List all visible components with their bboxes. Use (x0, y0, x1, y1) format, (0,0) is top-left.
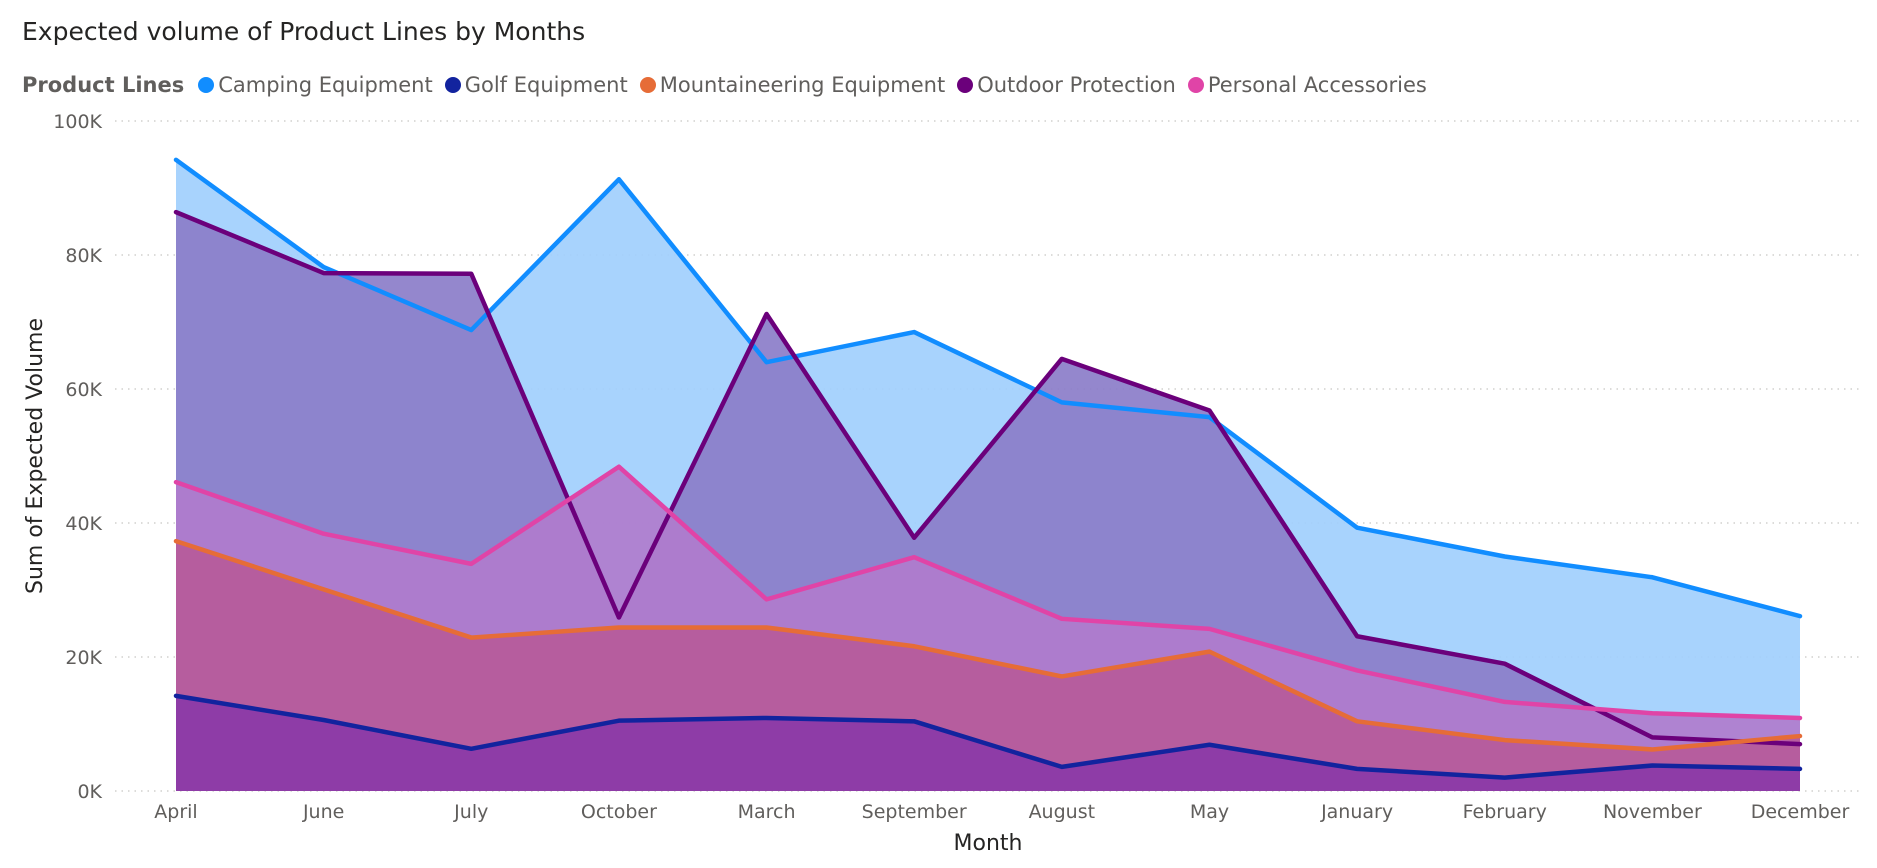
y-tick-label: 40K (65, 513, 102, 535)
series-line-camping-equipment (173, 157, 1803, 619)
x-tick-label: July (453, 801, 488, 823)
legend-item-golf-equipment[interactable]: Golf Equipment (444, 73, 628, 97)
x-tick-label: September (862, 801, 967, 823)
x-axis-title: Month (954, 831, 1023, 856)
legend-label-camping-equipment: Camping Equipment (218, 73, 433, 97)
x-tick-label: October (581, 801, 657, 823)
legend-label-outdoor-protection: Outdoor Protection (977, 73, 1176, 97)
legend: Product Lines Camping Equipment Golf Equ… (22, 70, 1439, 100)
legend-marker-mountaineering-equipment (639, 77, 656, 93)
series-line-personal-accessories (173, 464, 1803, 721)
series-line-golf-equipment (173, 693, 1803, 780)
legend-item-personal-accessories[interactable]: Personal Accessories (1187, 73, 1427, 97)
legend-item-outdoor-protection[interactable]: Outdoor Protection (957, 73, 1176, 97)
x-tick-label: January (1320, 801, 1393, 823)
series-line-outdoor-protection (173, 209, 1803, 747)
area-golf-equipment (176, 695, 1800, 791)
legend-item-mountaineering-equipment[interactable]: Mountaineering Equipment (639, 73, 946, 97)
legend-marker-golf-equipment (444, 77, 461, 93)
y-tick-label: 0K (77, 781, 102, 803)
y-tick-label: 60K (65, 379, 102, 401)
x-tick-label: February (1463, 801, 1547, 823)
legend-marker-outdoor-protection (957, 77, 974, 93)
x-tick-label: April (154, 801, 197, 823)
x-tick-label: March (738, 801, 796, 823)
series-line-mountaineering-equipment (173, 538, 1803, 752)
legend-title: Product Lines (22, 73, 185, 97)
x-tick-label: May (1190, 801, 1229, 823)
legend-marker-camping-equipment (198, 77, 215, 93)
legend-label-personal-accessories: Personal Accessories (1207, 73, 1427, 97)
x-tick-label: December (1751, 801, 1850, 823)
legend-label-mountaineering-equipment: Mountaineering Equipment (659, 73, 946, 97)
y-tick-label: 80K (65, 245, 102, 267)
legend-label-golf-equipment: Golf Equipment (464, 73, 628, 97)
x-tick-label: June (302, 801, 344, 823)
y-axis-title: Sum of Expected Volume (23, 318, 48, 594)
x-tick-label: August (1029, 801, 1096, 823)
y-tick-label: 100K (53, 111, 102, 133)
y-tick-label: 20K (65, 647, 102, 669)
legend-item-camping-equipment[interactable]: Camping Equipment (198, 73, 433, 97)
chart-title: Expected volume of Product Lines by Mont… (22, 17, 586, 46)
x-tick-label: November (1603, 801, 1702, 823)
legend-marker-personal-accessories (1187, 77, 1204, 93)
